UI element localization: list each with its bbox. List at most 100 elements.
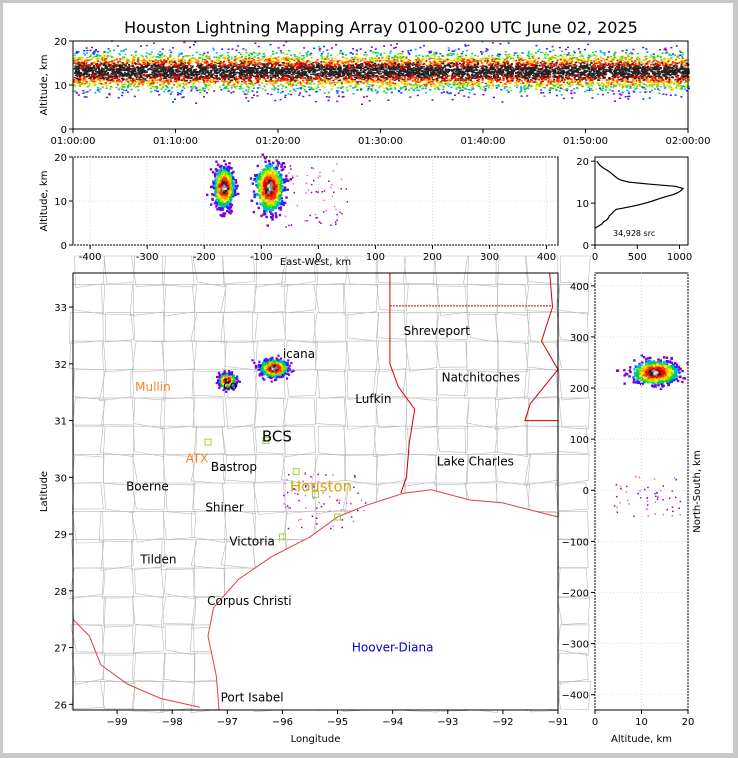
city-label: Shreveport	[404, 324, 471, 338]
city-label: BCS	[262, 428, 292, 446]
time-height-xtick-label: 02:00:00	[666, 136, 711, 147]
plan-view-map-ytick-label: 32	[54, 360, 67, 371]
altitude-histogram-xtick-label: 0	[592, 252, 598, 263]
city-label-partial: co	[223, 378, 237, 392]
city-label-partial: icana	[283, 347, 315, 361]
map-station-marker	[278, 533, 286, 541]
map-station-marker	[262, 436, 270, 444]
ns-scatter	[613, 475, 682, 518]
altitude-ns-ytick-label: 300	[570, 333, 589, 344]
map-city-labels: Shreveport Natchitoches Lufkin Mullin BCS ATX…	[126, 324, 520, 705]
altitude-ns-xtick-label: 10	[635, 717, 648, 728]
altitude-histogram-ytick-label: 0	[583, 241, 589, 252]
city-label: Houston	[290, 478, 352, 496]
altitude-ns-ytick-label: −400	[562, 691, 589, 702]
plan-view-map-ytick-label: 33	[54, 303, 67, 314]
ns-cluster-0	[615, 354, 689, 391]
altitude-ns-ytick-label: −200	[562, 588, 589, 599]
city-label: Corpus Christi	[207, 594, 292, 608]
altitude-ns-ytick-label: 100	[570, 435, 589, 446]
ew-altitude-xtick-label: -400	[79, 252, 102, 263]
plan-view-map-xtick-label: −91	[547, 717, 568, 728]
time-height-ytick-label: 10	[54, 81, 67, 92]
map-scatter	[283, 472, 367, 530]
map-station-marker	[292, 468, 300, 476]
ew-altitude-xtick-label: 200	[423, 252, 442, 263]
plan-view-map-xtick-label: −95	[327, 717, 348, 728]
altitude-histogram-ytick-label: 20	[576, 157, 589, 168]
map-state-border-tx-la	[389, 273, 416, 494]
figure: Houston Lightning Mapping Array 0100-020…	[3, 3, 733, 753]
ew-altitude-ytick-label: 10	[54, 197, 67, 208]
time-height-ytick-label: 0	[61, 125, 67, 136]
plan-view-map-ytick-label: 29	[54, 530, 67, 541]
time-height-xtick-label: 01:30:00	[358, 136, 403, 147]
plan-view-map-axes: −99 −98 −97 −96 −95 −94 −93 −92 −91 26 27 28 29 30 31 3…	[39, 272, 569, 745]
plan-view-map-xtick-label: −92	[492, 717, 513, 728]
altitude-histogram-ytick-label: 10	[576, 199, 589, 210]
map-station-marker	[334, 513, 342, 521]
map-coastline	[207, 489, 559, 711]
plan-view-map-xlabel: Longitude	[291, 734, 341, 745]
altitude-histogram-axes: 0 500 1000 0 10 20	[576, 156, 692, 263]
altitude-ns-ylabel: North-South, km	[692, 450, 703, 533]
time-height-xtick-label: 01:50:00	[563, 136, 608, 147]
time-height-sources	[73, 40, 690, 105]
ew-altitude-xtick-label: -300	[136, 252, 159, 263]
ew-altitude-xtick-label: 0	[315, 252, 321, 263]
time-height-xtick-label: 01:00:00	[51, 136, 96, 147]
plan-view-map-ytick-label: 26	[54, 700, 67, 711]
plan-view-map-ytick-label: 27	[54, 644, 67, 655]
figure-canvas: Houston Lightning Mapping Array 0100-020…	[39, 18, 710, 745]
ew-cluster-0	[205, 159, 240, 218]
time-height-axes: 01:00:00 01:10:00 01:20:00 01:30:00 01:40:00…	[39, 37, 710, 147]
plan-view-map-ytick-label: 31	[54, 417, 67, 428]
ew-altitude-axes: -400 -300 -200 -100 0 100 200 300 400 0 10 20 East-W…	[39, 153, 559, 268]
city-label: ATX	[186, 452, 209, 466]
plan-view-map-xtick-label: −94	[382, 717, 403, 728]
altitude-histogram-xtick-label: 500	[628, 252, 647, 263]
ew-altitude-xtick-label: -200	[193, 252, 216, 263]
map-cluster-0	[251, 354, 295, 383]
altitude-ns-frame	[594, 272, 689, 711]
plan-view-map-frame	[72, 272, 559, 711]
plan-view-map-xtick-label: −98	[162, 717, 183, 728]
city-label: Hoover-Diana	[352, 641, 434, 655]
time-height-ytick-label: 20	[54, 37, 67, 48]
plan-view-map-ytick-label: 28	[54, 587, 67, 598]
map-cluster-1	[215, 370, 242, 393]
city-label: Boerne	[126, 479, 169, 493]
city-label: Lake Charles	[437, 454, 514, 468]
city-label: Bastrop	[211, 460, 257, 474]
ew-altitude-xtick-label: 100	[366, 252, 385, 263]
plan-view-map-xtick-label: −97	[217, 717, 238, 728]
plan-view-map-ylabel: Latitude	[39, 471, 50, 512]
altitude-ns-ytick-label: 400	[570, 282, 589, 293]
altitude-ns-xlabel: Altitude, km	[611, 734, 672, 745]
altitude-histogram-line	[594, 160, 684, 229]
altitude-histogram-xtick-label: 1000	[667, 252, 692, 263]
altitude-ns-axes: 0 10 20 −400 −300 −200 −100 0 100 200 300 400 Altitu…	[562, 272, 694, 745]
city-label: Port Isabel	[221, 691, 284, 705]
map-mexico-border	[72, 618, 200, 708]
ew-scatter	[284, 163, 349, 228]
city-label: Mullin	[135, 380, 171, 394]
time-height-ylabel: Altitude, km	[39, 55, 50, 116]
plan-view-map-xtick-label: −96	[272, 717, 293, 728]
altitude-ns-ytick-label: −100	[562, 537, 589, 548]
city-label: Lufkin	[355, 392, 391, 406]
plan-view-map-xtick-label: −99	[107, 717, 128, 728]
ew-altitude-xlabel: East-West, km	[280, 257, 351, 268]
city-label: Natchitoches	[442, 370, 520, 384]
city-label: Tilden	[139, 553, 176, 567]
altitude-ns-ytick-label: 0	[583, 486, 589, 497]
altitude-ns-ytick-label: −300	[562, 640, 589, 651]
time-height-xtick-label: 01:10:00	[153, 136, 198, 147]
ew-altitude-ylabel: Altitude, km	[39, 171, 50, 232]
ew-altitude-xtick-label: 300	[480, 252, 499, 263]
plan-view-map-ytick-label: 30	[54, 473, 67, 484]
altitude-ns-ytick-label: 200	[570, 384, 589, 395]
ew-altitude-ytick-label: 20	[54, 153, 67, 164]
time-height-xtick-label: 01:20:00	[256, 136, 301, 147]
altitude-histogram-frame	[594, 156, 689, 246]
